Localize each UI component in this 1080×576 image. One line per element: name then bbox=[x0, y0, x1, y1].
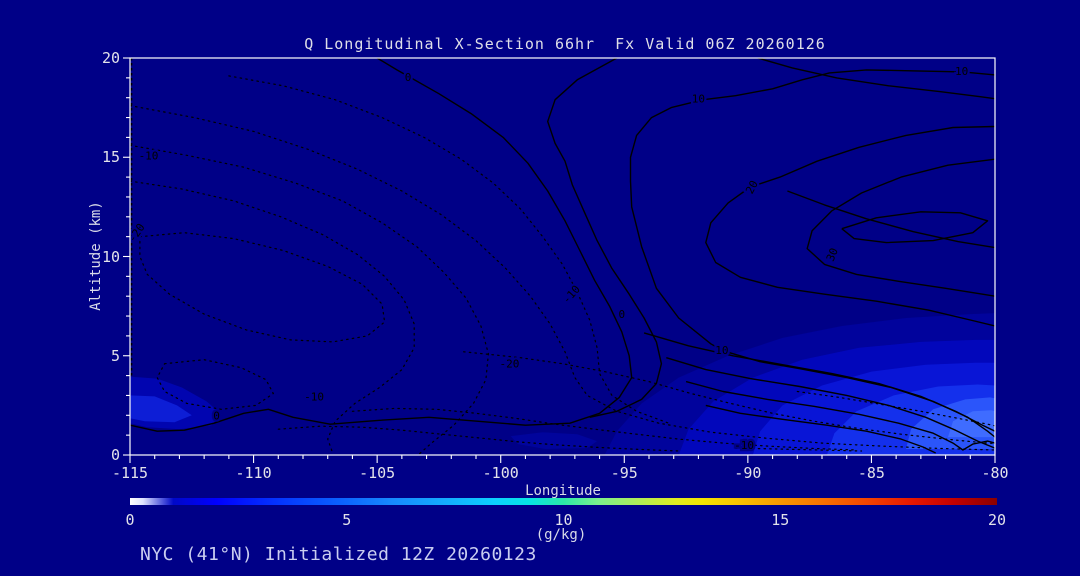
x-tick-label: -90 bbox=[734, 464, 762, 482]
contour-label: 10 bbox=[692, 93, 705, 106]
solid-contour-line bbox=[806, 158, 995, 297]
plot-area bbox=[130, 58, 995, 455]
colorbar-tick-label: 20 bbox=[987, 511, 1007, 529]
solid-contour-line bbox=[685, 380, 995, 451]
contour-label: 0 bbox=[405, 71, 412, 84]
y-tick-label: 20 bbox=[101, 49, 120, 67]
dashed-contour-line bbox=[277, 425, 680, 452]
contour-label: -10 bbox=[304, 390, 324, 403]
colorbar-tick-label: 15 bbox=[771, 511, 790, 529]
contour-label: 10 bbox=[715, 344, 728, 357]
colorbar bbox=[130, 498, 997, 505]
dashed-contour-line bbox=[130, 104, 995, 451]
contour-label: -10 bbox=[734, 439, 754, 452]
solid-contour-line bbox=[666, 357, 995, 449]
contour-label: -10 bbox=[560, 283, 583, 306]
dashed-contour-line bbox=[351, 407, 858, 451]
solid-contour-line bbox=[841, 211, 989, 244]
dashed-contour-line bbox=[796, 390, 995, 427]
y-tick-label: 10 bbox=[101, 247, 120, 266]
chart-title: Q Longitudinal X-Section 66hr Fx Valid 0… bbox=[304, 35, 826, 53]
solid-contour-line bbox=[130, 58, 633, 432]
x-tick-label: -95 bbox=[610, 464, 638, 482]
colorbar-unit-label: (g/kg) bbox=[535, 527, 587, 543]
solid-contour-line bbox=[643, 332, 995, 432]
dashed-contour-line bbox=[130, 144, 490, 455]
y-tick-label: 15 bbox=[101, 148, 120, 167]
contour-label: 0 bbox=[618, 308, 625, 321]
dashed-contour-line bbox=[228, 75, 670, 424]
solid-contour-line bbox=[705, 404, 937, 454]
moisture-fill-region bbox=[948, 410, 995, 438]
x-tick-label: -110 bbox=[235, 464, 272, 482]
contour-label: 10 bbox=[955, 65, 968, 78]
x-tick-label: -105 bbox=[359, 464, 396, 482]
y-tick-label: 5 bbox=[110, 346, 120, 365]
contour-label: -20 bbox=[126, 221, 148, 245]
colorbar-tick-label: 10 bbox=[554, 511, 573, 529]
x-tick-label: -85 bbox=[857, 464, 885, 482]
contour-label: -20 bbox=[499, 358, 519, 371]
solid-contour-line bbox=[705, 125, 995, 327]
moisture-fill-region bbox=[510, 432, 598, 449]
dashed-contour-line bbox=[734, 447, 863, 452]
contour-label: 30 bbox=[824, 246, 841, 263]
contour-label: -10 bbox=[139, 149, 159, 162]
x-tick-label: -115 bbox=[111, 464, 149, 482]
contour-label: 0 bbox=[213, 409, 220, 422]
colorbar-tick-label: 5 bbox=[342, 511, 352, 529]
solid-contour-line bbox=[629, 69, 995, 438]
colorbar-tick-label: 0 bbox=[125, 511, 135, 529]
footer-run-info: NYC (41°N) Initialized 12Z 20260123 bbox=[140, 544, 537, 565]
y-tick-label: 0 bbox=[110, 446, 120, 464]
x-tick-label: -80 bbox=[981, 464, 1009, 482]
solid-contour-line bbox=[547, 58, 663, 418]
contour-label: 20 bbox=[743, 178, 761, 196]
solid-contour-line bbox=[757, 58, 995, 100]
x-axis-label: Longitude bbox=[525, 483, 601, 499]
moisture-fill-region bbox=[130, 395, 192, 423]
x-tick-label: -100 bbox=[482, 464, 519, 482]
solid-contour-line bbox=[787, 190, 995, 249]
dashed-contour-line bbox=[130, 180, 415, 454]
